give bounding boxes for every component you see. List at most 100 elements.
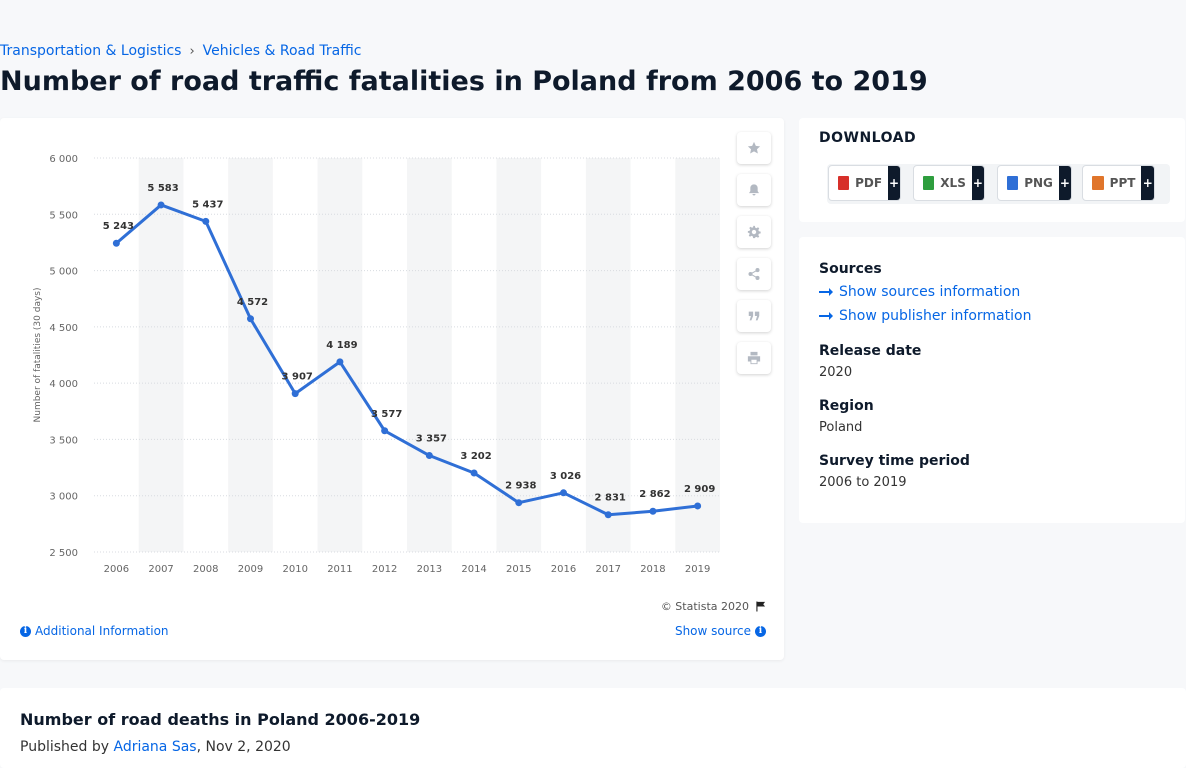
show-source-link[interactable]: Show source i [675, 624, 766, 638]
survey-period-value: 2006 to 2019 [819, 475, 907, 490]
download-options: PDF + XLS + PNG + PPT + [827, 164, 1170, 204]
quote-icon [748, 311, 760, 321]
y-tick-label: 3 500 [49, 435, 78, 446]
xls-file-icon [923, 176, 935, 190]
data-label: 4 189 [326, 340, 357, 351]
page-title: Number of road traffic fatalities in Pol… [0, 66, 928, 97]
category-band [496, 158, 542, 552]
png-file-icon [1007, 176, 1019, 190]
data-point [694, 502, 702, 510]
show-publisher-label: Show publisher information [839, 308, 1032, 324]
author-link[interactable]: Adriana Sas [113, 739, 197, 755]
data-point [649, 507, 657, 515]
download-png-button[interactable]: PNG + [997, 165, 1072, 201]
plus-icon: + [1141, 166, 1154, 200]
x-tick-label: 2006 [104, 564, 129, 575]
download-ppt-label: PPT [1109, 176, 1136, 190]
download-xls-button[interactable]: XLS + [913, 165, 985, 201]
breadcrumb-item-transportation[interactable]: Transportation & Logistics [0, 43, 182, 59]
data-label: 3 202 [460, 451, 491, 462]
category-band [407, 158, 452, 552]
x-tick-label: 2019 [685, 564, 710, 575]
survey-period-heading: Survey time period [819, 453, 970, 469]
credit-text: © Statista 2020 [660, 600, 749, 613]
series-line [115, 203, 698, 517]
y-tick-label: 3 000 [49, 492, 78, 503]
show-sources-link[interactable]: Show sources information [819, 284, 1020, 300]
publish-date: , Nov 2, 2020 [196, 739, 291, 755]
pdf-file-icon [838, 176, 850, 190]
bell-icon [749, 184, 759, 196]
additional-information-label: Additional Information [35, 624, 169, 638]
settings-button[interactable] [737, 216, 771, 248]
data-point [604, 511, 612, 519]
category-band [585, 158, 631, 552]
data-point [470, 469, 478, 477]
release-date-value: 2020 [819, 365, 853, 380]
line-chart: 2 500 3 000 3 500 4 000 4 500 5 000 5 500 6 000… [33, 154, 720, 575]
x-tick-label: 2016 [551, 564, 576, 575]
plus-icon: + [888, 166, 900, 200]
data-label: 2 938 [505, 481, 536, 492]
y-tick-label: 2 500 [49, 548, 78, 559]
info-icon: i [20, 625, 31, 637]
share-button[interactable] [737, 258, 771, 290]
y-tick-label: 4 500 [49, 323, 78, 334]
category-band [675, 158, 720, 552]
data-label: 5 243 [103, 221, 134, 232]
x-tick-label: 2012 [372, 564, 397, 575]
notification-button[interactable] [737, 174, 771, 206]
category-band [317, 158, 363, 552]
chart-card: 2 500 3 000 3 500 4 000 4 500 5 000 5 500 6 000… [0, 118, 784, 660]
download-png-label: PNG [1024, 176, 1053, 190]
data-point [560, 489, 567, 497]
data-label: 2 909 [684, 484, 715, 495]
x-tick-label: 2007 [148, 564, 173, 575]
download-pdf-button[interactable]: PDF + [828, 165, 901, 201]
description-card: Number of road deaths in Poland 2006-201… [0, 688, 1186, 768]
print-button[interactable] [737, 342, 771, 374]
download-ppt-button[interactable]: PPT + [1082, 165, 1155, 201]
data-label: 2 831 [595, 493, 626, 504]
arrow-right-icon [819, 312, 833, 320]
y-tick-label: 5 000 [49, 267, 78, 278]
sources-heading: Sources [819, 261, 882, 277]
x-tick-label: 2018 [640, 564, 665, 575]
data-point [336, 358, 344, 366]
data-label: 3 907 [282, 372, 313, 383]
category-band [228, 158, 273, 552]
data-point [112, 239, 120, 247]
data-label: 5 583 [147, 183, 178, 194]
data-point [425, 452, 433, 460]
ppt-file-icon [1092, 176, 1104, 190]
x-tick-label: 2017 [595, 564, 620, 575]
additional-information-link[interactable]: i Additional Information [20, 624, 169, 638]
published-by-label: Published by [20, 739, 110, 755]
show-source-label: Show source [674, 624, 751, 638]
statistic-details-card: Sources Show sources information Show pu… [799, 237, 1185, 523]
x-tick-label: 2010 [282, 564, 307, 575]
download-title: DOWNLOAD [819, 130, 917, 146]
data-label: 3 026 [550, 471, 581, 482]
breadcrumb: Transportation & Logistics › Vehicles & … [0, 43, 362, 59]
gear-icon [747, 225, 761, 239]
printer-icon [747, 351, 761, 365]
data-label: 3 577 [371, 409, 402, 420]
favorite-button[interactable] [737, 132, 771, 164]
show-sources-label: Show sources information [839, 284, 1021, 300]
info-icon: i [755, 625, 766, 637]
y-tick-label: 5 500 [49, 210, 78, 221]
show-publisher-link[interactable]: Show publisher information [819, 308, 1031, 324]
breadcrumb-item-vehicles[interactable]: Vehicles & Road Traffic [202, 43, 362, 59]
chart-toolbar [737, 132, 771, 374]
x-tick-label: 2013 [417, 564, 442, 575]
cite-button[interactable] [737, 300, 771, 332]
share-icon [748, 268, 760, 280]
flag-icon [756, 601, 766, 612]
x-tick-label: 2008 [193, 564, 218, 575]
statista-credit[interactable]: © Statista 2020 [661, 600, 766, 613]
release-date-heading: Release date [819, 343, 922, 359]
x-tick-label: 2014 [461, 564, 486, 575]
category-band [138, 158, 184, 552]
download-pdf-label: PDF [855, 176, 883, 190]
